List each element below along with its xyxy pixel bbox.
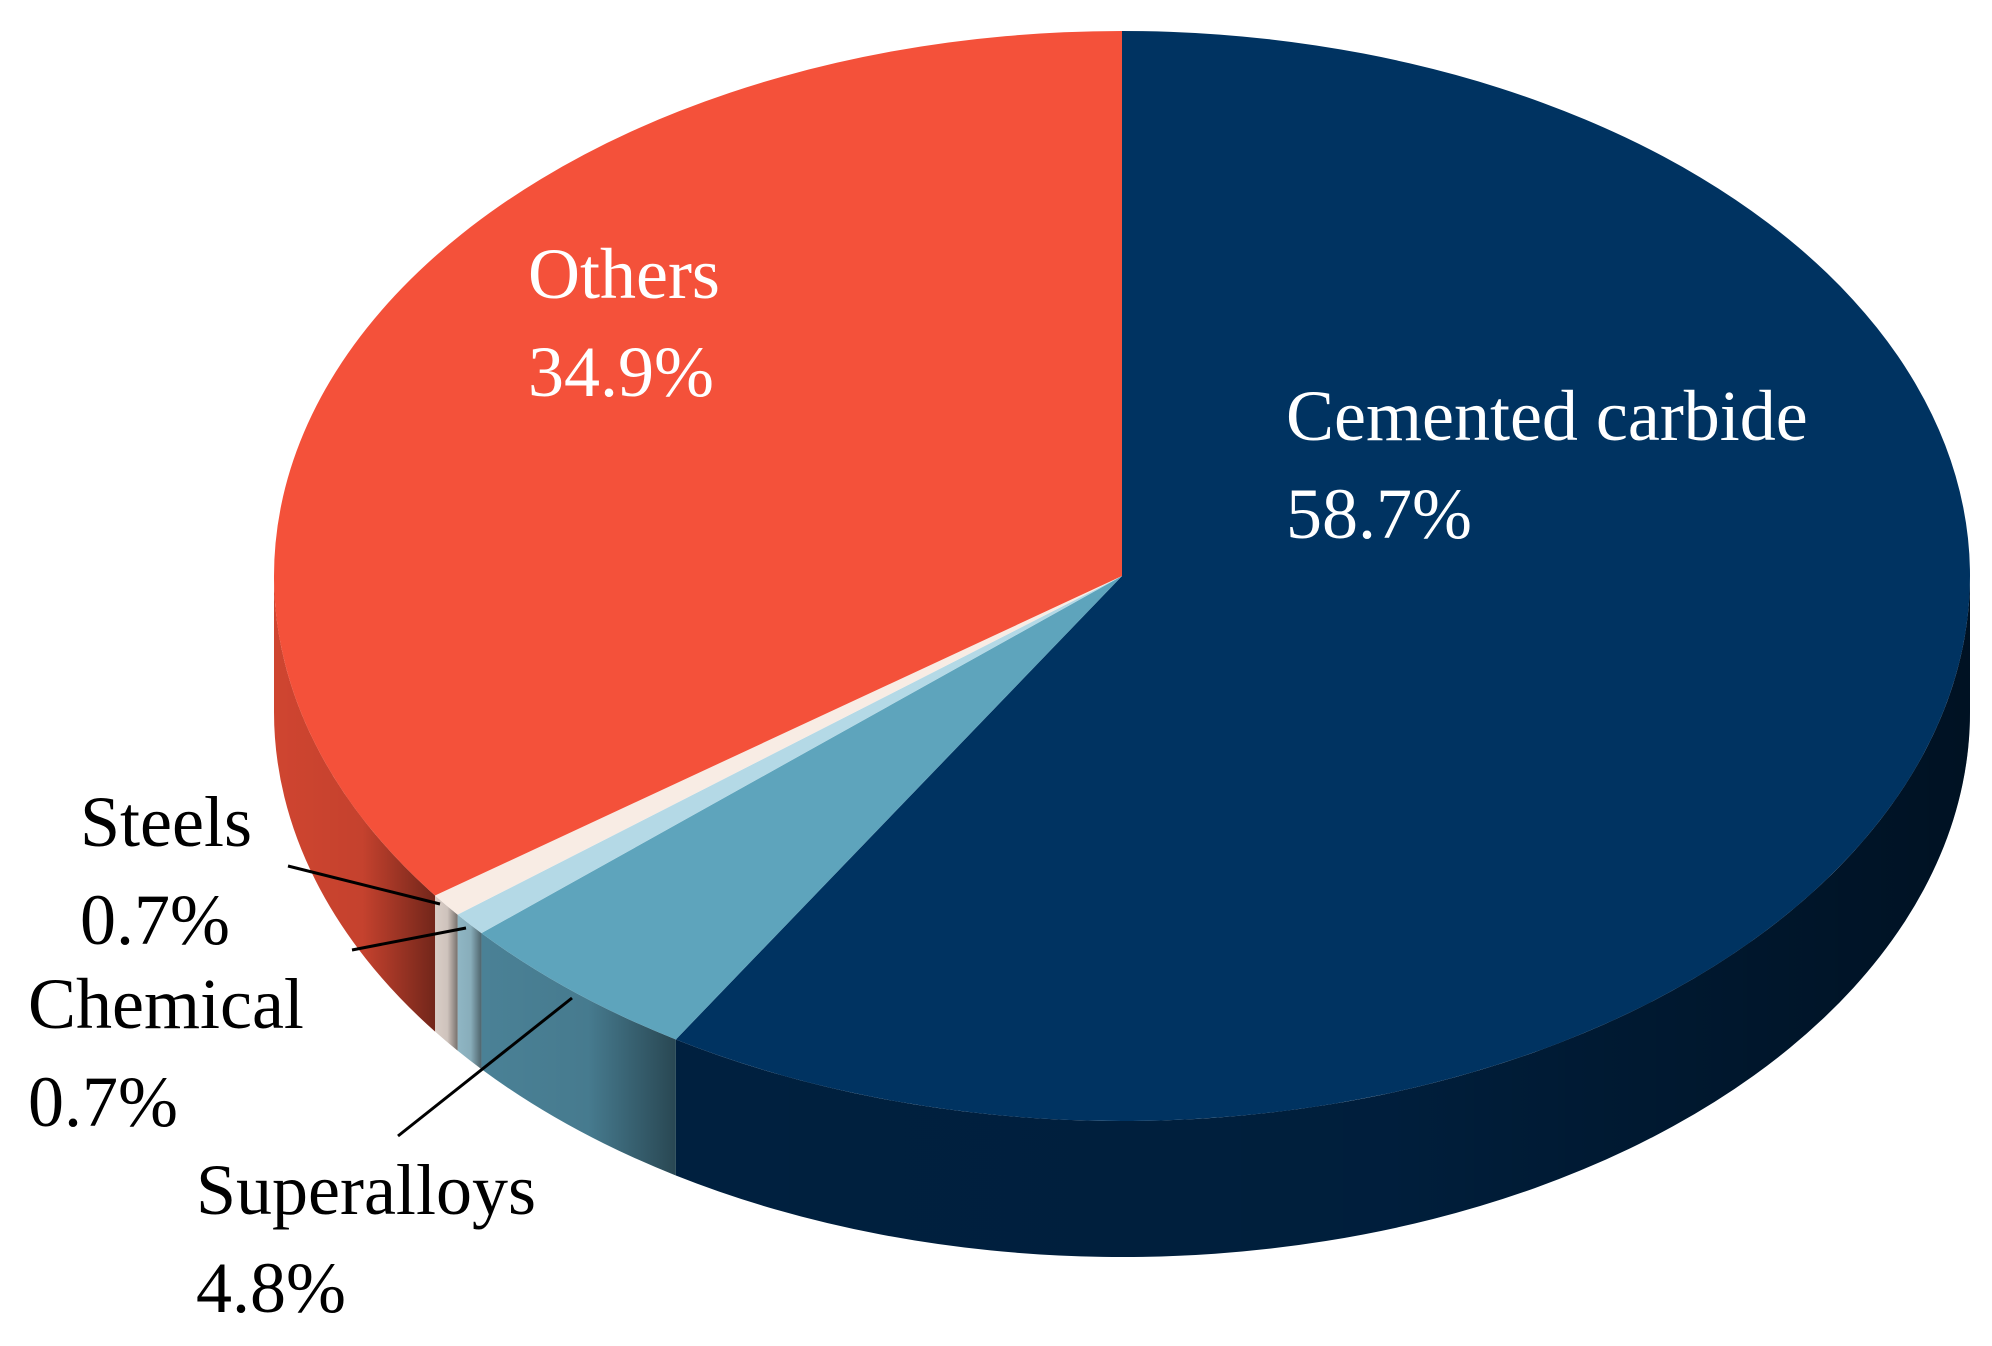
- value-others: 34.9%: [528, 332, 714, 412]
- slice-cemented-carbide: [675, 30, 1971, 1121]
- side-chemical-shade: [457, 914, 482, 1070]
- side-cemented-carbide-shade: [675, 576, 1970, 1257]
- side-steels-shade: [435, 895, 458, 1051]
- pie-tops: [273, 30, 1971, 1121]
- pie-sides: [274, 576, 1970, 1257]
- value-chemical: 0.7%: [28, 1062, 178, 1142]
- label-chemical: Chemical: [28, 964, 304, 1044]
- slice-steels: [435, 576, 1122, 915]
- label-steels: Steels: [80, 782, 252, 862]
- value-cemented-carbide: 58.7%: [1286, 474, 1472, 554]
- label-others: Others: [528, 234, 720, 314]
- side-others-shade: [274, 576, 436, 1032]
- side-superalloys-shade: [481, 933, 676, 1176]
- label-superalloys: Superalloys: [196, 1150, 536, 1230]
- leader-superalloys: [397, 996, 573, 1138]
- slice-superalloys: [481, 576, 1122, 1040]
- leader-lines: [287, 864, 573, 1138]
- slice-chemical: [457, 576, 1123, 934]
- slice-labels: Cemented carbide 58.7% Superalloys 4.8% Chem…: [28, 234, 1808, 1328]
- value-superalloys: 4.8%: [196, 1248, 346, 1328]
- value-steels: 0.7%: [80, 880, 230, 960]
- label-cemented-carbide: Cemented carbide: [1286, 376, 1808, 456]
- slice-others: [273, 31, 1122, 896]
- leader-steels: [287, 864, 441, 906]
- leader-chemical: [351, 926, 467, 952]
